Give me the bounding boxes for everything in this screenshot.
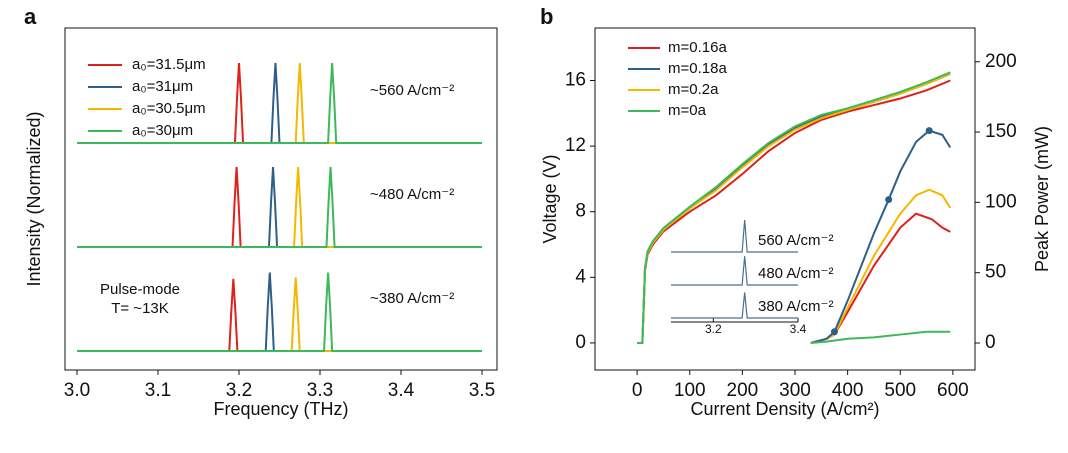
x-tick-label: 3.3 bbox=[307, 380, 333, 401]
inset-trace bbox=[671, 292, 798, 319]
y2-tick-label: 150 bbox=[985, 121, 1017, 142]
marker bbox=[925, 127, 933, 135]
legend-label: a₀=30μm bbox=[132, 122, 193, 139]
y2-tick-label: 50 bbox=[985, 262, 1006, 283]
y-axis-label: Intensity (Normalized) bbox=[24, 111, 44, 286]
plot-frame bbox=[64, 27, 498, 371]
y-tick-label: 12 bbox=[565, 135, 586, 156]
marker bbox=[885, 196, 893, 204]
x-tick-label: 400 bbox=[832, 380, 864, 401]
panel-label: b bbox=[540, 4, 553, 29]
row-label: ~480 A/cm⁻² bbox=[370, 186, 454, 203]
legend-label: m=0.16a bbox=[668, 39, 727, 56]
inset-label: 380 A/cm⁻² bbox=[758, 298, 833, 315]
row-label: ~560 A/cm⁻² bbox=[370, 82, 454, 99]
y2-tick-label: 0 bbox=[985, 332, 996, 353]
inset-label: 480 A/cm⁻² bbox=[758, 265, 833, 282]
legend-label: a₀=31μm bbox=[132, 78, 193, 95]
x-tick-label: 600 bbox=[937, 380, 969, 401]
spectrum-trace bbox=[77, 166, 482, 248]
legend-label: m=0.18a bbox=[668, 60, 727, 77]
inset-label: 560 A/cm⁻² bbox=[758, 232, 833, 249]
x-tick-label: 300 bbox=[779, 380, 811, 401]
x-tick-label: 3.5 bbox=[469, 380, 495, 401]
x-tick-label: 3.0 bbox=[64, 380, 90, 401]
x-tick-label: 3.1 bbox=[145, 380, 171, 401]
legend-label: a₀=31.5μm bbox=[132, 56, 206, 73]
power-line bbox=[810, 330, 951, 344]
x-axis-label: Current Density (A/cm²) bbox=[690, 399, 879, 419]
plot-frame bbox=[594, 27, 976, 371]
y2-axis-label: Peak Power (mW) bbox=[1032, 126, 1052, 272]
y2-tick-label: 100 bbox=[985, 191, 1017, 212]
inset-trace bbox=[671, 256, 798, 286]
marker bbox=[830, 328, 838, 336]
x-tick-label: 0 bbox=[632, 380, 643, 401]
x-tick-label: 100 bbox=[674, 380, 706, 401]
x-tick-label: 3.2 bbox=[226, 380, 252, 401]
panel-label: a bbox=[24, 4, 37, 29]
inset-tick-label: 3.4 bbox=[790, 322, 807, 336]
power-line bbox=[810, 188, 952, 344]
voltage-line bbox=[637, 71, 951, 344]
x-tick-label: 200 bbox=[727, 380, 759, 401]
y-tick-label: 8 bbox=[575, 201, 586, 222]
y-tick-label: 4 bbox=[575, 266, 586, 287]
y-axis-label: Voltage (V) bbox=[540, 154, 560, 243]
row-label: ~380 A/cm⁻² bbox=[370, 290, 454, 307]
annotation: Pulse-mode bbox=[100, 281, 180, 298]
y-tick-label: 16 bbox=[565, 70, 586, 91]
y2-tick-label: 200 bbox=[985, 51, 1017, 72]
annotation: T= ~13K bbox=[111, 300, 169, 317]
spectrum-trace bbox=[77, 166, 482, 248]
x-axis-label: Frequency (THz) bbox=[213, 399, 348, 419]
legend-label: m=0a bbox=[668, 102, 707, 119]
x-tick-label: 500 bbox=[884, 380, 916, 401]
inset-tick-label: 3.2 bbox=[705, 322, 722, 336]
inset-trace bbox=[671, 219, 798, 253]
legend-label: a₀=30.5μm bbox=[132, 100, 206, 117]
spectrum-trace bbox=[77, 166, 482, 248]
x-tick-label: 3.4 bbox=[388, 380, 415, 401]
y-tick-label: 0 bbox=[575, 332, 586, 353]
legend-label: m=0.2a bbox=[668, 81, 719, 98]
spectrum-trace bbox=[77, 272, 482, 352]
spectrum-trace bbox=[77, 166, 482, 248]
spectrum-trace bbox=[77, 62, 482, 144]
